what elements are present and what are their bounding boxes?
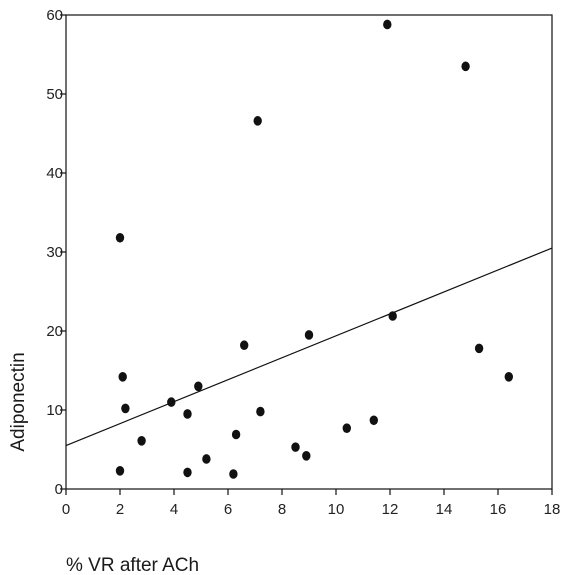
data-point <box>291 442 300 452</box>
data-point <box>504 372 513 382</box>
data-point <box>183 467 192 478</box>
data-point <box>121 403 130 414</box>
x-tick-label: 12 <box>382 501 399 518</box>
data-points <box>115 19 513 479</box>
y-tick-label: 10 <box>46 402 63 419</box>
data-point <box>304 330 314 340</box>
data-point <box>474 343 484 354</box>
y-tick-label: 40 <box>46 165 63 182</box>
x-tick-label: 8 <box>278 501 286 518</box>
x-tick-label: 0 <box>62 501 70 518</box>
x-tick-label: 10 <box>328 501 345 518</box>
data-point <box>461 61 470 72</box>
data-point <box>253 116 262 126</box>
x-tick-label: 18 <box>544 501 561 518</box>
x-tick-label: 16 <box>490 501 507 518</box>
data-point <box>342 423 351 433</box>
data-point <box>202 454 211 464</box>
data-point <box>115 466 125 476</box>
x-tick-label: 6 <box>224 501 232 518</box>
data-point <box>115 232 125 243</box>
data-point <box>231 429 241 440</box>
data-point <box>302 451 311 461</box>
data-point <box>167 397 176 407</box>
y-tick-label: 0 <box>55 481 63 498</box>
x-tick-label: 14 <box>436 501 453 518</box>
data-point <box>383 19 392 30</box>
y-tick-label: 60 <box>46 7 63 24</box>
data-point <box>240 340 249 351</box>
trend-line <box>65 247 553 447</box>
data-point <box>388 311 397 321</box>
data-point <box>229 469 238 479</box>
data-point <box>137 436 146 446</box>
y-axis: 0 10 20 30 40 50 60 <box>46 7 66 498</box>
plot-frame <box>65 14 553 490</box>
data-point <box>118 372 127 382</box>
data-point <box>194 381 203 392</box>
x-axis-title: % VR after ACh <box>66 555 199 575</box>
data-point <box>256 406 265 417</box>
x-axis: 0 2 4 6 8 10 12 14 16 18 <box>62 489 561 518</box>
x-tick-label: 4 <box>170 501 178 518</box>
y-tick-label: 20 <box>46 323 63 340</box>
y-tick-label: 50 <box>46 86 63 103</box>
data-point <box>183 409 192 419</box>
data-point <box>369 415 378 426</box>
y-axis-title: Adiponectin <box>8 352 29 451</box>
x-tick-label: 2 <box>116 501 124 518</box>
y-tick-label: 30 <box>46 244 63 261</box>
